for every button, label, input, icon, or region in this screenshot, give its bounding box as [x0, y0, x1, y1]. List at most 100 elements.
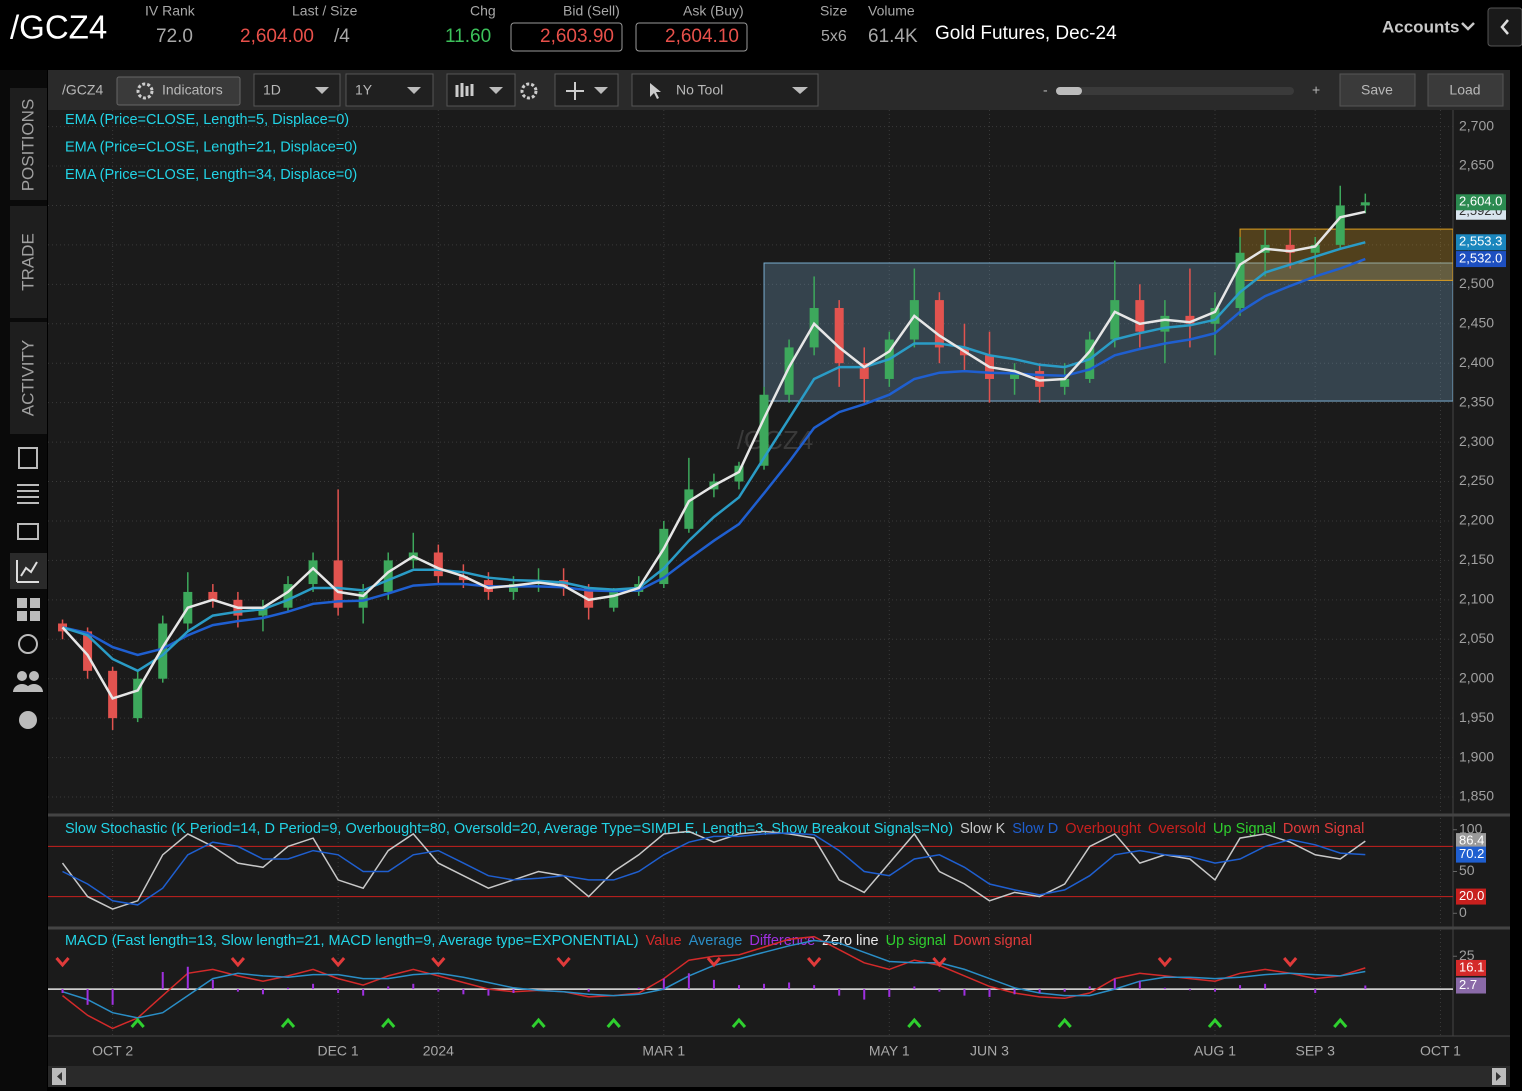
caret — [594, 87, 608, 94]
zoom-thumb[interactable] — [1056, 87, 1082, 95]
label: Ask (Buy) — [683, 3, 744, 19]
button-label[interactable]: Load — [1449, 82, 1480, 98]
y-tick-label: 2,300 — [1459, 433, 1494, 449]
candle-body — [859, 363, 869, 379]
y-tick-label: 2,100 — [1459, 591, 1494, 607]
side-tab[interactable]: POSITIONS — [18, 99, 37, 192]
tab[interactable] — [10, 322, 47, 434]
candle-body — [133, 678, 143, 719]
drawing-select[interactable] — [554, 73, 619, 107]
icon[interactable] — [17, 671, 27, 681]
quote-header: /GCZ4 IV Rank 72.0 Last / Size 2,604.00 … — [10, 3, 1522, 52]
tool-select[interactable] — [631, 73, 819, 107]
candle-body — [158, 623, 168, 679]
up-signal — [1057, 1017, 1072, 1028]
candle-body — [83, 631, 93, 671]
button-label[interactable]: Save — [1361, 82, 1393, 98]
settings-icon[interactable] — [520, 82, 538, 100]
y-tick-label: 2,500 — [1459, 275, 1494, 291]
candle-body — [1310, 244, 1320, 253]
tab[interactable] — [10, 206, 47, 318]
legend-item: Overbought — [1065, 821, 1141, 837]
up-signal — [381, 1017, 396, 1028]
label: IV Rank — [145, 3, 196, 19]
x-tick-label: JUN 3 — [970, 1043, 1009, 1059]
y-tick-label: 2,000 — [1459, 669, 1494, 685]
save-button[interactable] — [1339, 73, 1416, 107]
level-tag-label: 20.0 — [1459, 888, 1484, 903]
range-select[interactable] — [345, 73, 434, 107]
down-signal — [706, 957, 722, 968]
y-tick-label: 50 — [1459, 862, 1475, 878]
candle-body — [1010, 371, 1020, 379]
ema-line — [62, 257, 1366, 657]
zoom-in[interactable]: + — [1312, 82, 1320, 98]
icon[interactable] — [29, 671, 39, 681]
candle-body — [784, 347, 794, 395]
y-tick-label: 2,150 — [1459, 551, 1494, 567]
candle-body — [1210, 307, 1220, 324]
select-value[interactable]: No Tool — [676, 82, 723, 98]
up-signal — [606, 1017, 621, 1028]
study-label: EMA (Price=CLOSE, Length=21, Displace=0) — [65, 139, 357, 155]
tab[interactable] — [10, 88, 47, 200]
x-tick-label: MAR 1 — [642, 1043, 685, 1059]
legend: Slow Stochastic (K Period=14, D Period=9… — [65, 821, 1364, 837]
level-tag — [1456, 888, 1486, 905]
up-signal — [907, 1017, 922, 1028]
candle-body — [333, 560, 343, 608]
icon[interactable] — [18, 634, 38, 654]
down-signal — [230, 957, 246, 968]
caret — [315, 87, 329, 94]
candle-body — [759, 394, 769, 466]
down-signal — [55, 957, 70, 968]
bid-box[interactable] — [510, 22, 623, 52]
value[interactable]: 2,604.10 — [665, 26, 739, 47]
scroll-track[interactable] — [48, 1066, 1510, 1087]
accounts[interactable]: Accounts — [1382, 17, 1459, 36]
candle-body — [1035, 371, 1045, 387]
candle-body — [584, 587, 594, 608]
candle-body — [383, 560, 393, 592]
down-signal — [330, 957, 346, 968]
candle-body — [1360, 202, 1370, 206]
ask-box[interactable] — [635, 22, 748, 52]
icon[interactable] — [17, 523, 39, 540]
icon[interactable] — [17, 484, 39, 504]
side-tab[interactable]: TRADE — [18, 233, 37, 291]
load-button[interactable] — [1427, 73, 1504, 107]
candle-body — [308, 560, 318, 585]
value[interactable]: 2,603.90 — [540, 26, 614, 47]
button-label[interactable]: Indicators — [162, 82, 223, 98]
caret — [792, 87, 808, 94]
price-tag — [1456, 234, 1506, 251]
collapse-button[interactable] — [1487, 7, 1522, 47]
icon[interactable] — [17, 598, 40, 621]
candle-body — [1235, 252, 1245, 308]
y-tick-label: 100 — [1459, 820, 1483, 836]
value: 61.4K — [868, 26, 918, 47]
zoom-out[interactable]: - — [1043, 82, 1048, 98]
candle-body — [458, 576, 468, 581]
up-signal — [1207, 1017, 1223, 1028]
label: Size — [820, 3, 847, 19]
select-value[interactable]: 1Y — [355, 82, 373, 98]
legend-item: Down Signal — [1283, 821, 1364, 837]
icon[interactable] — [19, 711, 37, 729]
legend-item: Value — [646, 933, 682, 949]
y-tick-label: 1,850 — [1459, 788, 1494, 804]
legend-item: Average — [689, 933, 743, 949]
side-tab[interactable]: ACTIVITY — [18, 340, 37, 417]
candle-body — [1285, 244, 1295, 253]
select-value[interactable]: 1D — [263, 82, 281, 98]
study-label: EMA (Price=CLOSE, Length=5, Displace=0) — [65, 112, 349, 128]
icon[interactable] — [13, 684, 43, 692]
value-tag — [1456, 977, 1486, 994]
icon[interactable] — [18, 447, 38, 469]
price-tag-label: 2,532.0 — [1459, 251, 1502, 266]
zoom-track[interactable] — [1056, 87, 1294, 95]
down-signal — [806, 957, 822, 968]
accounts-caret[interactable] — [1461, 22, 1475, 31]
icon[interactable] — [16, 560, 39, 583]
gear-icon — [136, 82, 154, 100]
